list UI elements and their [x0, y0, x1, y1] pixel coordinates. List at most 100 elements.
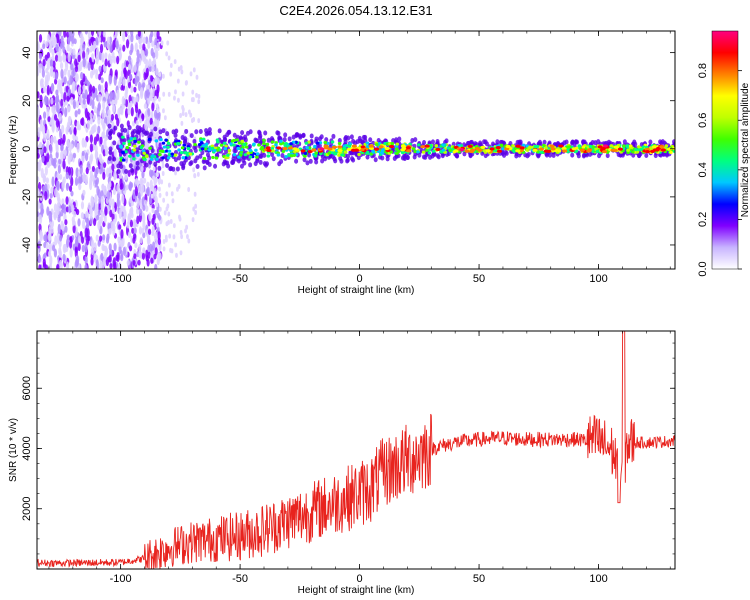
band-core: [202, 156, 207, 161]
noise-blob: [51, 176, 55, 187]
band-blob: [339, 158, 344, 164]
band-blob: [112, 156, 117, 162]
noise-blob: [43, 241, 47, 249]
noise-blob: [162, 197, 166, 203]
colorbar-gradient: [711, 30, 739, 270]
noise-blob: [143, 57, 147, 65]
band-core: [248, 155, 253, 159]
band-core: [348, 142, 352, 146]
noise-blob: [90, 247, 95, 255]
band-blob: [135, 160, 140, 166]
band-blob: [177, 155, 182, 161]
band-core: [132, 148, 137, 152]
band-blob: [188, 161, 193, 167]
noise-blob: [38, 264, 42, 269]
noise-blob: [78, 95, 83, 105]
noise-blob: [127, 63, 132, 71]
noise-blob: [137, 31, 141, 37]
noise-blob: [67, 69, 71, 78]
noise-blob: [67, 154, 71, 165]
noise-blob: [142, 247, 146, 254]
band-core: [142, 151, 147, 155]
band-peak: [586, 149, 592, 153]
noise-blob: [193, 191, 197, 197]
band-core: [242, 142, 247, 147]
noise-blob: [55, 118, 60, 128]
band-core: [337, 141, 342, 146]
noise-blob: [65, 206, 69, 213]
band-core: [210, 144, 215, 148]
noise-blob: [37, 254, 41, 263]
band-core: [371, 149, 375, 153]
band-blob: [308, 158, 313, 164]
noise-blob: [82, 98, 86, 105]
noise-blob: [181, 91, 185, 97]
noise-blob: [85, 210, 89, 219]
noise-blob: [151, 40, 155, 48]
noise-blob: [99, 208, 104, 215]
noise-blob: [37, 188, 40, 197]
band-peak: [265, 146, 271, 150]
band-blob: [412, 154, 417, 160]
noise-blob: [169, 218, 173, 224]
noise-blob: [82, 189, 86, 196]
noise-blob: [165, 51, 169, 57]
band-core: [236, 146, 240, 151]
noise-blob: [77, 64, 81, 71]
band-core: [609, 144, 614, 148]
noise-blob: [108, 196, 112, 206]
band-blob: [349, 134, 354, 140]
band-blob: [118, 148, 123, 154]
noise-blob: [98, 50, 102, 61]
band-blob: [515, 139, 520, 145]
noise-blob: [168, 233, 172, 239]
band-core: [215, 138, 220, 142]
band-core: [274, 143, 278, 147]
band-core: [628, 144, 633, 148]
noise-blob: [145, 114, 149, 122]
noise-blob: [45, 96, 49, 106]
band-blob: [590, 139, 595, 145]
noise-blob: [63, 149, 67, 156]
band-core: [132, 144, 137, 148]
band-peak: [469, 148, 476, 152]
y-tick-label: 6000: [21, 376, 33, 400]
noise-blob: [103, 213, 107, 224]
band-core: [303, 154, 307, 158]
band-core: [340, 153, 344, 157]
band-blob: [192, 138, 197, 144]
band-blob: [258, 133, 263, 139]
noise-blob: [59, 42, 64, 49]
band-blob: [258, 153, 263, 159]
noise-blob: [116, 198, 120, 208]
noise-blob: [144, 48, 149, 57]
noise-blob: [82, 57, 86, 68]
noise-blob: [62, 46, 66, 54]
band-blob: [333, 158, 338, 164]
noise-blob: [145, 188, 150, 195]
band-core: [129, 136, 134, 141]
noise-blob: [111, 51, 115, 59]
noise-blob: [64, 107, 68, 118]
band-blob: [153, 161, 158, 167]
band-core: [262, 138, 266, 142]
noise-blob: [156, 42, 160, 52]
noise-blob: [138, 43, 143, 50]
noise-blob: [47, 250, 52, 258]
band-core: [279, 142, 283, 146]
noise-blob: [89, 134, 93, 144]
noise-blob: [90, 153, 94, 162]
noise-blob: [68, 185, 73, 192]
noise-blob: [126, 221, 130, 229]
band-core: [641, 145, 646, 149]
band-core: [164, 138, 168, 142]
noise-blob: [104, 116, 108, 124]
band-core: [380, 151, 385, 155]
noise-blob: [60, 91, 64, 99]
band-blob: [195, 163, 200, 169]
noise-blob: [172, 234, 176, 240]
noise-blob: [99, 43, 104, 54]
band-blob: [394, 137, 399, 143]
band-peak: [519, 146, 525, 150]
noise-blob: [81, 117, 85, 127]
